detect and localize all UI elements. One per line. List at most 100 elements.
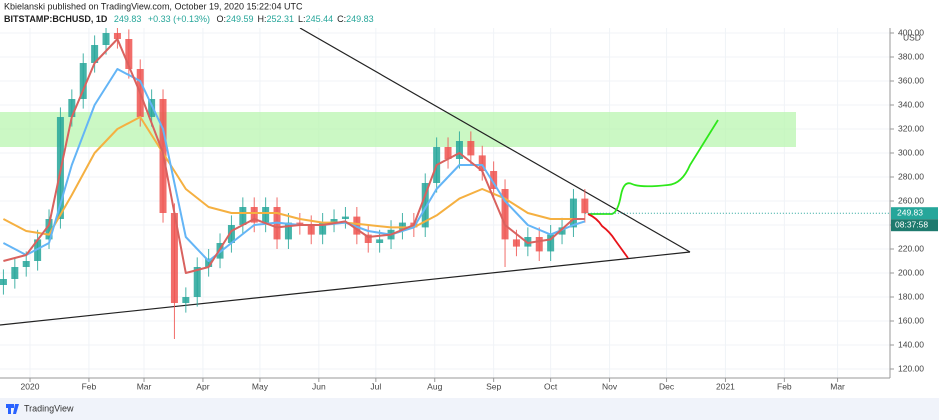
y-tick-label: 400.00 xyxy=(898,27,924,37)
ohlc-key: C: xyxy=(337,14,346,24)
last-price-label: 249.83 xyxy=(897,207,923,217)
candle-body xyxy=(239,207,247,225)
x-tick-label: Mar xyxy=(137,381,152,391)
ohlc-key: O: xyxy=(216,14,226,24)
symbol: BITSTAMP:BCHUSD, 1D xyxy=(4,14,108,24)
ohlc-value: 249.59 xyxy=(226,14,254,24)
ohlc-key: L: xyxy=(298,14,306,24)
axes: 120.00140.00160.00180.00200.00220.00240.… xyxy=(21,27,938,391)
ohlc-key: H: xyxy=(258,14,267,24)
candle-body xyxy=(102,33,110,45)
brand: TradingView xyxy=(24,403,74,413)
candle-body xyxy=(91,45,99,63)
candle-body xyxy=(68,99,76,117)
candle-body xyxy=(581,198,589,214)
candle-body xyxy=(421,183,429,228)
y-tick-label: 280.00 xyxy=(898,171,924,181)
resistance-zone xyxy=(0,112,796,147)
x-tick-label: 2020 xyxy=(21,381,40,391)
header-last: 249.83 xyxy=(114,14,142,24)
candle-body xyxy=(205,258,213,267)
x-tick-label: Apr xyxy=(196,381,209,391)
y-tick-label: 340.00 xyxy=(898,99,924,109)
candle-body xyxy=(79,63,87,99)
candle-body xyxy=(22,261,30,267)
footer xyxy=(0,398,939,420)
x-tick-label: Nov xyxy=(602,381,618,391)
candle-body xyxy=(125,39,133,69)
candle-body xyxy=(296,222,304,225)
x-tick-label: Feb xyxy=(82,381,97,391)
x-tick-label: Mar xyxy=(830,381,845,391)
y-tick-label: 140.00 xyxy=(898,339,924,349)
candle-body xyxy=(569,198,577,228)
candle-body xyxy=(182,297,190,303)
candle-body xyxy=(547,234,555,252)
bullish-projection xyxy=(588,119,719,215)
ohlc-value: 245.44 xyxy=(306,14,334,24)
lower-trendline xyxy=(0,251,691,326)
x-tick-label: Dec xyxy=(659,381,675,391)
y-tick-label: 180.00 xyxy=(898,291,924,301)
candle-body xyxy=(170,213,178,303)
candle-body xyxy=(284,222,292,240)
x-tick-label: Jul xyxy=(370,381,381,391)
drawings xyxy=(0,28,796,326)
candle-body xyxy=(330,219,338,223)
moving-averages xyxy=(2,38,586,274)
y-tick-label: 200.00 xyxy=(898,267,924,277)
candle-body xyxy=(11,267,19,279)
upper-trendline xyxy=(299,28,691,253)
x-tick-label: Feb xyxy=(777,381,792,391)
y-tick-label: 120.00 xyxy=(898,363,924,373)
x-tick-label: Aug xyxy=(427,381,442,391)
moving-average xyxy=(2,116,585,236)
y-tick-label: 360.00 xyxy=(898,75,924,85)
brand-logo xyxy=(6,404,19,414)
candle-body xyxy=(467,141,475,156)
y-tick-label: 220.00 xyxy=(898,243,924,253)
x-tick-label: 2021 xyxy=(716,381,735,391)
candle-body xyxy=(0,279,7,285)
candle-body xyxy=(558,227,566,235)
candle-body xyxy=(364,234,372,243)
last-price-tag xyxy=(891,207,938,220)
candle-body xyxy=(45,219,53,240)
candle-body xyxy=(148,99,156,117)
candle-body xyxy=(341,216,349,219)
candle-body xyxy=(319,222,327,235)
y-tick-label: 260.00 xyxy=(898,195,924,205)
currency-label: USD xyxy=(903,32,921,42)
header-bg xyxy=(0,0,939,27)
x-tick-label: Oct xyxy=(544,381,558,391)
x-tick-label: Sep xyxy=(486,381,501,391)
candle-body xyxy=(250,207,258,223)
projections xyxy=(587,119,719,259)
candle-body xyxy=(193,267,201,297)
candle-body xyxy=(262,207,270,223)
candle-body xyxy=(455,141,463,159)
candle-body xyxy=(307,225,315,235)
candle-body xyxy=(34,239,42,261)
bearish-projection xyxy=(587,213,629,259)
header-change: +0.33 (+0.13%) xyxy=(148,14,210,24)
publish-line: Kbielanski published on TradingView.com,… xyxy=(4,1,303,11)
x-tick-label: Jun xyxy=(312,381,326,391)
x-tick-label: May xyxy=(252,381,269,391)
countdown: 08:37:58 xyxy=(895,219,928,229)
candle-body xyxy=(398,222,406,230)
candle-body xyxy=(490,171,498,189)
symbol-line: BITSTAMP:BCHUSD, 1D 249.83 +0.33 (+0.13%… xyxy=(4,14,374,24)
candle-body xyxy=(444,147,452,159)
candle-body xyxy=(353,216,361,235)
moving-average xyxy=(3,38,585,274)
candle-body xyxy=(478,155,486,171)
ohlc-value: 249.83 xyxy=(346,14,374,24)
y-tick-label: 380.00 xyxy=(898,51,924,61)
y-tick-label: 300.00 xyxy=(898,147,924,157)
candle-body xyxy=(512,239,520,247)
candle-body xyxy=(376,239,384,243)
